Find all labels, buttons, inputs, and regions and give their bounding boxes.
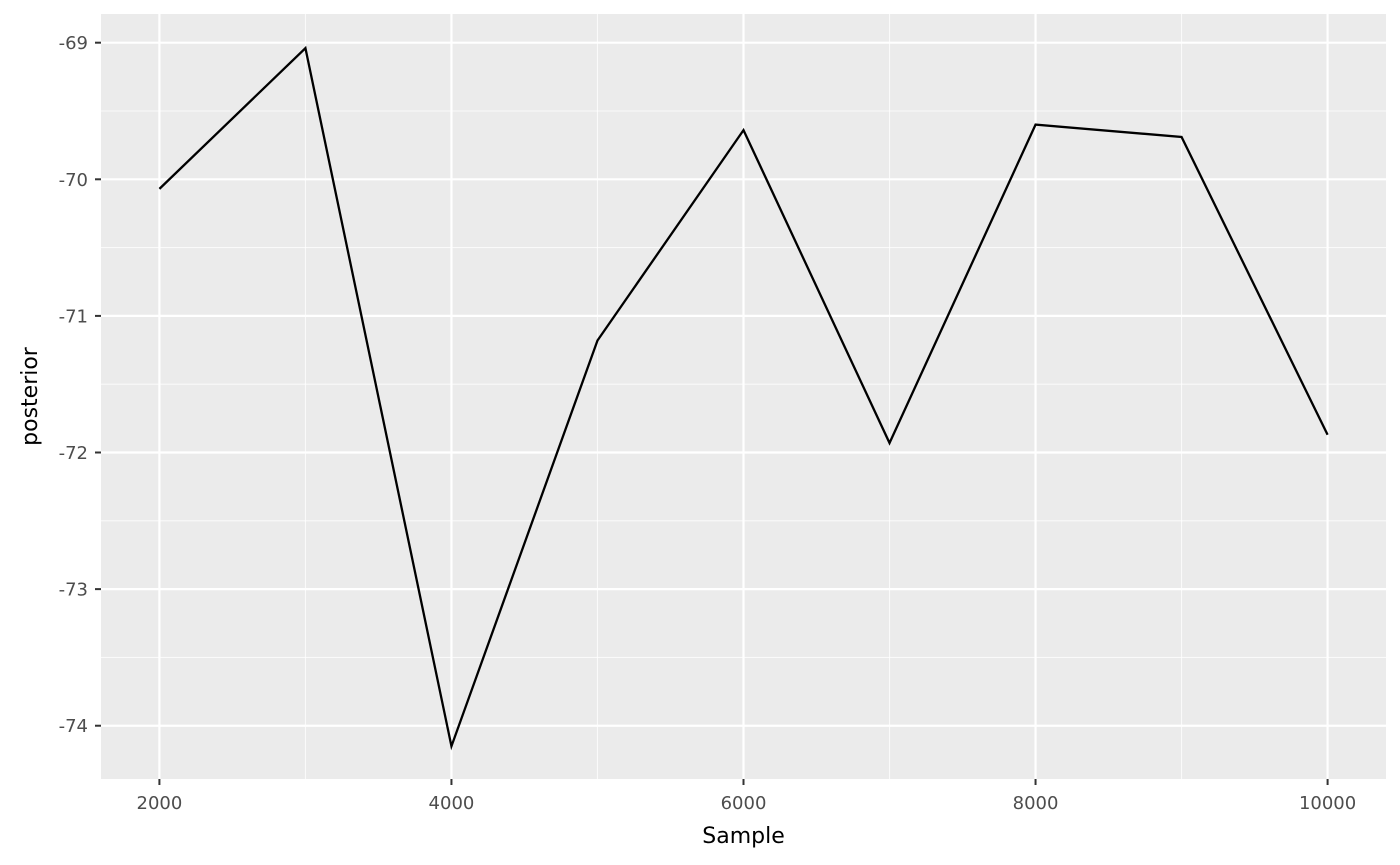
series-layer (158, 45, 1329, 751)
major-gridlines (101, 14, 1386, 779)
y-tick-label: -72 (59, 443, 88, 464)
x-tick-label: 2000 (137, 793, 183, 814)
y-tick-label: -74 (59, 716, 88, 737)
x-tick-label: 8000 (1013, 793, 1059, 814)
series-line (158, 45, 1329, 751)
x-tick-label: 6000 (721, 793, 767, 814)
x-axis: 2000 4000 6000 8000 10000 (137, 779, 1356, 814)
y-tick-label: -69 (59, 33, 88, 54)
y-tick-label: -73 (59, 580, 88, 601)
y-tick-label: -71 (59, 306, 88, 327)
x-tick-label: 10000 (1299, 793, 1356, 814)
x-tick-label: 4000 (429, 793, 475, 814)
y-axis: -69 -70 -71 -72 -73 -74 (59, 33, 101, 737)
y-tick-label: -70 (59, 170, 88, 191)
x-axis-title: Sample (702, 824, 785, 849)
y-axis-title: posterior (18, 346, 43, 446)
